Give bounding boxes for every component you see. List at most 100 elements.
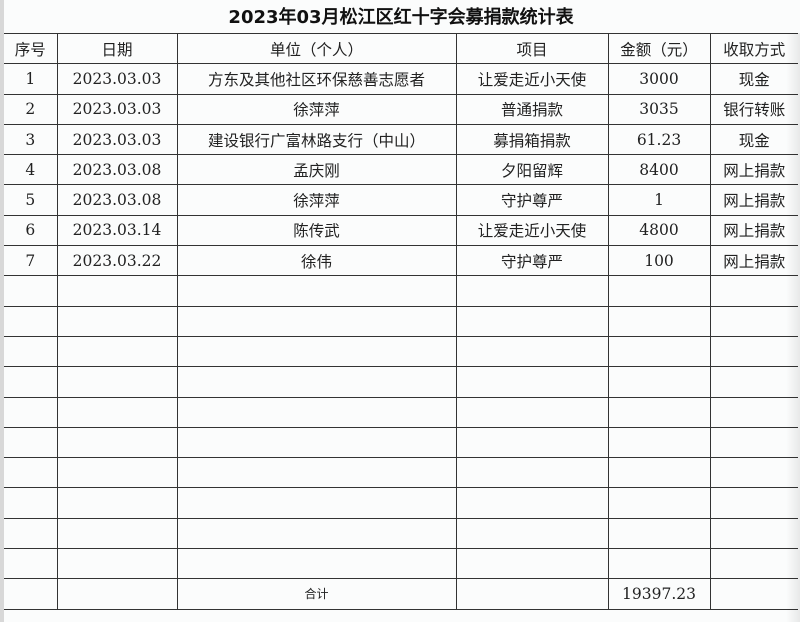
cell-donor[interactable]: 徐伟: [176, 245, 457, 277]
cell-donor[interactable]: 陈传武: [176, 214, 457, 247]
cell-project[interactable]: 募捐箱捐款: [455, 123, 609, 156]
cell-donor[interactable]: 方东及其他社区环保慈善志愿者: [176, 63, 457, 95]
empty-cell[interactable]: [607, 335, 711, 368]
cell-project[interactable]: 普通捐款: [455, 93, 609, 125]
cell-date[interactable]: 2023.03.14: [56, 214, 178, 247]
empty-cell[interactable]: [709, 426, 798, 459]
empty-cell[interactable]: [455, 275, 609, 307]
empty-cell[interactable]: [4, 396, 58, 428]
empty-cell[interactable]: [56, 396, 178, 428]
empty-cell[interactable]: [607, 396, 711, 428]
empty-cell[interactable]: [4, 548, 58, 580]
cell-method[interactable]: 网上捐款: [709, 154, 798, 186]
header-cell-date[interactable]: 日期: [56, 32, 178, 65]
empty-cell[interactable]: [56, 578, 178, 610]
header-cell-amount[interactable]: 金额（元）: [607, 32, 711, 65]
empty-cell[interactable]: [176, 275, 457, 307]
empty-cell[interactable]: [455, 366, 609, 398]
total-label[interactable]: 合计: [176, 578, 457, 610]
empty-cell[interactable]: [176, 335, 457, 368]
cell-index[interactable]: 5: [4, 184, 58, 216]
empty-cell[interactable]: [176, 396, 457, 428]
empty-cell[interactable]: [56, 548, 178, 580]
cell-method[interactable]: 现金: [709, 123, 798, 156]
cell-project[interactable]: 让爱走近小天使: [455, 214, 609, 247]
empty-cell[interactable]: [176, 487, 457, 519]
cell-index[interactable]: 7: [4, 245, 58, 277]
empty-cell[interactable]: [176, 426, 457, 459]
empty-cell[interactable]: [4, 517, 58, 550]
empty-cell[interactable]: [56, 426, 178, 459]
empty-cell[interactable]: [607, 548, 711, 580]
cell-date[interactable]: 2023.03.08: [56, 154, 178, 186]
empty-cell[interactable]: [176, 517, 457, 550]
cell-amount[interactable]: 8400: [607, 154, 711, 186]
empty-cell[interactable]: [709, 275, 798, 307]
cell-method[interactable]: 银行转账: [709, 93, 798, 125]
empty-cell[interactable]: [4, 426, 58, 459]
cell-amount[interactable]: 3035: [607, 93, 711, 125]
empty-cell[interactable]: [455, 548, 609, 580]
cell-date[interactable]: 2023.03.03: [56, 93, 178, 125]
empty-cell[interactable]: [4, 335, 58, 368]
total-amount[interactable]: 19397.23: [607, 578, 711, 610]
cell-amount[interactable]: 1: [607, 184, 711, 216]
empty-cell[interactable]: [4, 457, 58, 489]
cell-donor[interactable]: 孟庆刚: [176, 154, 457, 186]
empty-cell[interactable]: [709, 457, 798, 489]
empty-cell[interactable]: [455, 578, 609, 610]
empty-cell[interactable]: [709, 487, 798, 519]
empty-cell[interactable]: [176, 366, 457, 398]
cell-index[interactable]: 6: [4, 214, 58, 247]
cell-project[interactable]: 让爱走近小天使: [455, 63, 609, 95]
empty-cell[interactable]: [709, 517, 798, 550]
empty-cell[interactable]: [176, 457, 457, 489]
cell-project[interactable]: 守护尊严: [455, 245, 609, 277]
cell-donor[interactable]: 徐萍萍: [176, 184, 457, 216]
cell-index[interactable]: 1: [4, 63, 58, 95]
cell-index[interactable]: 4: [4, 154, 58, 186]
empty-cell[interactable]: [455, 487, 609, 519]
empty-cell[interactable]: [56, 305, 178, 337]
empty-cell[interactable]: [607, 426, 711, 459]
empty-cell[interactable]: [56, 335, 178, 368]
empty-cell[interactable]: [607, 517, 711, 550]
empty-cell[interactable]: [709, 366, 798, 398]
cell-amount[interactable]: 61.23: [607, 123, 711, 156]
cell-method[interactable]: 网上捐款: [709, 184, 798, 216]
cell-project[interactable]: 守护尊严: [455, 184, 609, 216]
empty-cell[interactable]: [455, 335, 609, 368]
empty-cell[interactable]: [607, 487, 711, 519]
empty-cell[interactable]: [709, 396, 798, 428]
empty-cell[interactable]: [176, 305, 457, 337]
empty-cell[interactable]: [4, 305, 58, 337]
cell-method[interactable]: 网上捐款: [709, 245, 798, 277]
empty-cell[interactable]: [176, 548, 457, 580]
cell-method[interactable]: 网上捐款: [709, 214, 798, 247]
empty-cell[interactable]: [56, 275, 178, 307]
cell-donor[interactable]: 徐萍萍: [176, 93, 457, 125]
empty-cell[interactable]: [607, 366, 711, 398]
cell-amount[interactable]: 3000: [607, 63, 711, 95]
empty-cell[interactable]: [4, 366, 58, 398]
empty-cell[interactable]: [56, 457, 178, 489]
header-cell-donor[interactable]: 单位（个人）: [176, 32, 457, 65]
empty-cell[interactable]: [4, 487, 58, 519]
empty-cell[interactable]: [56, 517, 178, 550]
header-cell-project[interactable]: 项目: [455, 32, 609, 65]
empty-cell[interactable]: [607, 275, 711, 307]
empty-cell[interactable]: [455, 517, 609, 550]
empty-cell[interactable]: [56, 366, 178, 398]
empty-cell[interactable]: [455, 457, 609, 489]
empty-cell[interactable]: [709, 335, 798, 368]
empty-cell[interactable]: [709, 305, 798, 337]
header-cell-index[interactable]: 序号: [4, 32, 58, 65]
cell-amount[interactable]: 100: [607, 245, 711, 277]
empty-cell[interactable]: [455, 305, 609, 337]
empty-cell[interactable]: [607, 305, 711, 337]
empty-cell[interactable]: [709, 578, 798, 610]
empty-cell[interactable]: [455, 426, 609, 459]
cell-method[interactable]: 现金: [709, 63, 798, 95]
cell-date[interactable]: 2023.03.03: [56, 63, 178, 95]
cell-date[interactable]: 2023.03.08: [56, 184, 178, 216]
